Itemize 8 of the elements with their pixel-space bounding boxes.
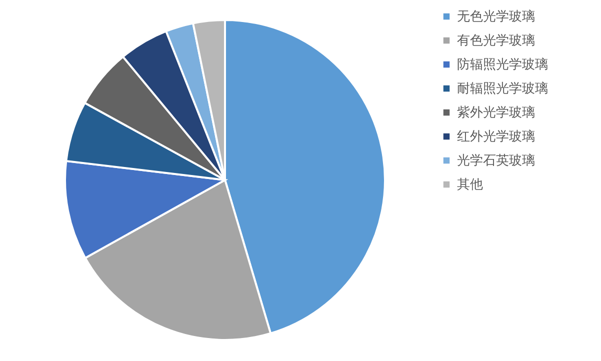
legend-label: 红外光学玻璃: [457, 130, 535, 144]
legend-label: 无色光学玻璃: [457, 10, 535, 24]
legend-label: 耐辐照光学玻璃: [457, 82, 548, 96]
legend-label: 其他: [457, 178, 483, 192]
legend-label: 紫外光学玻璃: [457, 106, 535, 120]
legend-label: 光学石英玻璃: [457, 154, 535, 168]
legend-label: 防辐照光学玻璃: [457, 58, 548, 72]
legend-label: 有色光学玻璃: [457, 34, 535, 48]
